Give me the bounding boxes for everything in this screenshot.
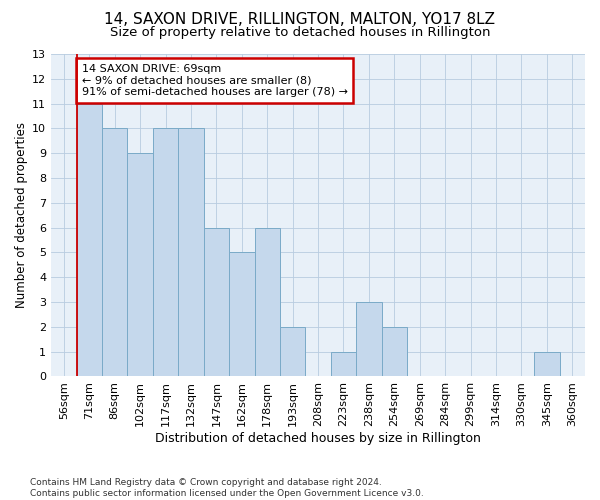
- Bar: [254, 228, 280, 376]
- Bar: [382, 327, 407, 376]
- Bar: [534, 352, 560, 376]
- Text: 14 SAXON DRIVE: 69sqm
← 9% of detached houses are smaller (8)
91% of semi-detach: 14 SAXON DRIVE: 69sqm ← 9% of detached h…: [82, 64, 347, 97]
- Bar: [280, 327, 305, 376]
- Bar: [77, 104, 102, 376]
- Y-axis label: Number of detached properties: Number of detached properties: [15, 122, 28, 308]
- Bar: [102, 128, 127, 376]
- Bar: [229, 252, 254, 376]
- Bar: [203, 228, 229, 376]
- Bar: [331, 352, 356, 376]
- X-axis label: Distribution of detached houses by size in Rillington: Distribution of detached houses by size …: [155, 432, 481, 445]
- Bar: [127, 153, 153, 376]
- Bar: [153, 128, 178, 376]
- Text: Contains HM Land Registry data © Crown copyright and database right 2024.
Contai: Contains HM Land Registry data © Crown c…: [30, 478, 424, 498]
- Bar: [178, 128, 203, 376]
- Text: Size of property relative to detached houses in Rillington: Size of property relative to detached ho…: [110, 26, 490, 39]
- Text: 14, SAXON DRIVE, RILLINGTON, MALTON, YO17 8LZ: 14, SAXON DRIVE, RILLINGTON, MALTON, YO1…: [104, 12, 496, 28]
- Bar: [356, 302, 382, 376]
